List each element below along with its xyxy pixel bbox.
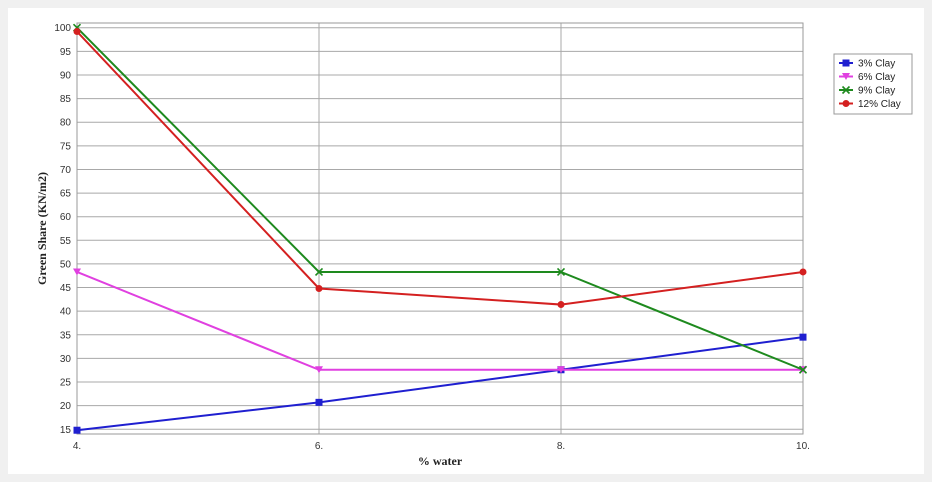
series-layer	[72, 23, 808, 434]
series-6-clay	[73, 268, 807, 374]
legend-marker	[841, 85, 851, 95]
y-tick-label: 100	[54, 23, 71, 34]
y-tick-label: 40	[60, 307, 72, 318]
x-tick-label: 6.	[315, 441, 323, 452]
legend-label: 9% Clay	[858, 86, 895, 97]
legend-marker	[842, 100, 850, 107]
x-tick-label: 4.	[73, 441, 81, 452]
data-point	[73, 426, 81, 434]
legend-label: 6% Clay	[858, 72, 895, 83]
x-tick-label: 10.	[796, 441, 810, 452]
legend-marker	[842, 59, 850, 67]
y-tick-label: 75	[60, 141, 72, 152]
data-point	[798, 365, 808, 374]
legend-item: 9% Clay	[839, 86, 895, 97]
y-tick-label: 55	[60, 236, 72, 247]
y-tick-label: 70	[60, 165, 72, 176]
data-point	[73, 268, 81, 276]
data-point	[73, 28, 81, 36]
series-12-clay	[73, 28, 807, 309]
data-point	[799, 268, 807, 276]
series-line	[76, 336, 804, 432]
y-tick-label: 30	[60, 354, 72, 365]
series-line	[76, 27, 804, 371]
plot-area	[76, 22, 804, 435]
y-tick-label: 50	[60, 259, 72, 270]
legend-item: 3% Clay	[839, 59, 895, 70]
data-point	[557, 366, 565, 374]
legend-label: 12% Clay	[858, 99, 901, 110]
data-point	[315, 398, 323, 406]
legend-item: 12% Clay	[839, 99, 901, 110]
series-line	[76, 271, 803, 371]
x-axis: 4. 6. 8. 10.	[73, 441, 810, 452]
y-tick-label: 85	[60, 94, 72, 105]
y-tick-label: 60	[60, 212, 72, 223]
series-line	[76, 30, 804, 306]
data-point	[799, 333, 807, 341]
x-axis-title: % water	[418, 454, 463, 468]
series-9-clay	[72, 23, 808, 374]
data-point	[557, 301, 565, 309]
data-point	[314, 267, 324, 277]
data-point	[315, 284, 323, 292]
y-tick-label: 90	[60, 70, 72, 81]
x-tick-label: 8.	[557, 441, 565, 452]
y-tick-label: 80	[60, 118, 72, 129]
y-axis: 15 20 25 30 35 40 45 50 55 60 65 70 75 80 85 90 95 100	[54, 23, 71, 436]
legend-item: 6% Clay	[839, 72, 895, 83]
series-3-clay	[73, 333, 807, 434]
y-tick-label: 35	[60, 330, 72, 341]
data-point	[315, 366, 323, 374]
y-tick-label: 65	[60, 189, 72, 200]
legend: 3% Clay 6% Clay 9% Clay 12% Clay	[833, 53, 913, 115]
grid	[76, 23, 804, 434]
legend-marker	[842, 73, 850, 80]
data-point	[556, 267, 566, 277]
y-tick-label: 20	[60, 401, 72, 412]
y-tick-label: 95	[60, 47, 72, 58]
y-tick-label: 15	[60, 425, 72, 436]
y-axis-title: Green Share (KN/m2)	[35, 172, 49, 285]
y-tick-label: 25	[60, 378, 72, 389]
chart-panel	[8, 8, 924, 474]
legend-label: 3% Clay	[858, 59, 895, 70]
y-tick-label: 45	[60, 283, 72, 294]
